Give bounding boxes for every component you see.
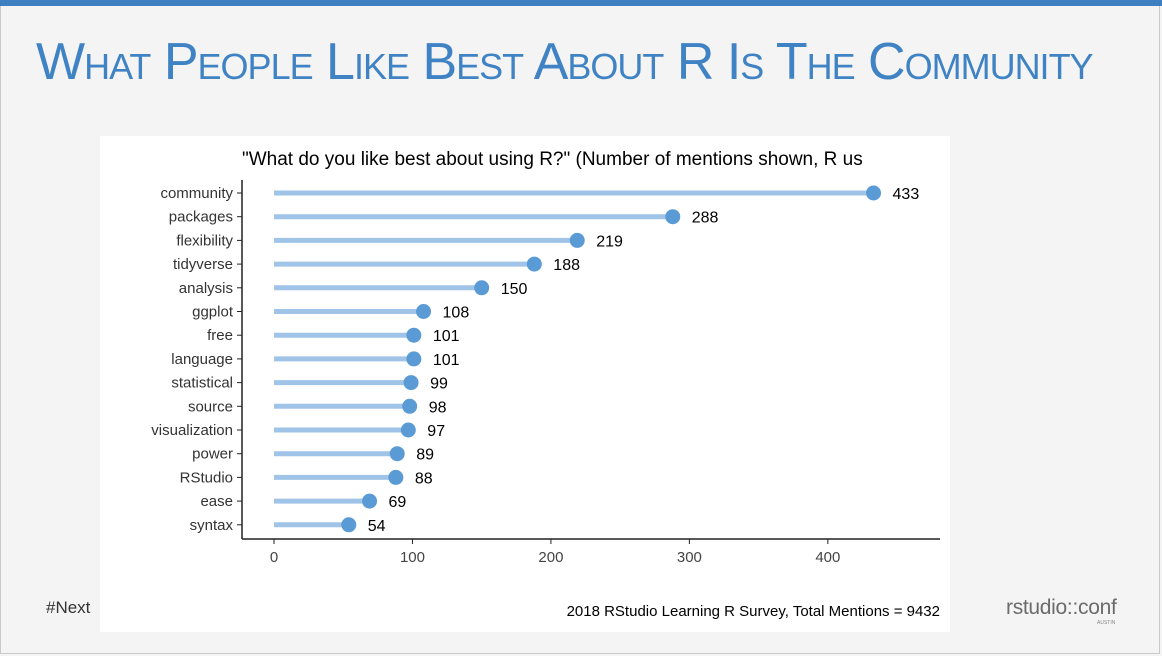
lollipop-dot [362, 493, 378, 509]
category-label: analysis [179, 280, 233, 297]
top-accent-rule [0, 0, 1162, 6]
lollipop-chart: "What do you like best about using R?" (… [151, 149, 940, 620]
lollipop-dot [341, 517, 357, 533]
category-label: ggplot [192, 304, 234, 321]
value-label: 54 [368, 518, 386, 535]
value-label: 89 [416, 447, 434, 464]
chart-panel: "What do you like best about using R?" (… [100, 136, 950, 632]
lollipop-dot [402, 398, 418, 414]
lollipop-dot [406, 327, 422, 343]
category-label: free [207, 327, 233, 344]
lollipop-dot [569, 232, 585, 248]
category-label: source [188, 398, 233, 415]
hashtag-label: #Next [46, 598, 91, 617]
chart-caption: 2018 RStudio Learning R Survey, Total Me… [567, 603, 940, 620]
value-label: 101 [433, 328, 460, 345]
plot-area: 0 100 200 300 400 community 433 packages 288 flex… [151, 180, 940, 566]
category-label: statistical [171, 375, 233, 392]
value-label: 88 [415, 470, 433, 487]
lollipop-dot [389, 446, 405, 462]
category-label: flexibility [176, 232, 233, 249]
x-tick-label: 100 [400, 549, 425, 566]
x-tick-label: 300 [677, 549, 702, 566]
slide-title: What People Like Best About R Is The Com… [36, 33, 1094, 91]
value-label: 433 [893, 186, 920, 203]
lollipop-dot [474, 280, 490, 296]
value-label: 98 [429, 399, 447, 416]
x-tick-label: 200 [538, 549, 563, 566]
brand-logo: rstudio::conf [1006, 596, 1117, 619]
category-label: syntax [190, 517, 234, 534]
brand-logo-subtext: AUSTIN [1097, 620, 1116, 626]
lollipop-dot [400, 422, 416, 438]
slide-frame [0, 6, 1160, 654]
lollipop-dot [416, 304, 432, 319]
lollipop-dot [403, 375, 419, 391]
lollipop-dot [388, 469, 404, 485]
category-label: ease [200, 493, 233, 510]
x-tick-label: 400 [815, 549, 840, 566]
lollipop-dot [866, 185, 882, 201]
lollipop-dot [406, 351, 422, 367]
category-label: packages [169, 209, 233, 226]
lollipop-dot [526, 256, 542, 272]
x-tick-label: 0 [270, 549, 278, 566]
value-label: 97 [427, 423, 445, 440]
value-label: 150 [501, 281, 528, 298]
value-label: 99 [430, 376, 448, 393]
value-label: 101 [433, 352, 460, 369]
value-label: 69 [389, 494, 407, 511]
lollipop-dot [665, 209, 681, 225]
category-label: visualization [151, 422, 233, 439]
value-label: 219 [596, 233, 623, 250]
category-label: community [160, 185, 233, 202]
category-label: language [171, 351, 233, 368]
category-label: RStudio [180, 469, 233, 486]
value-label: 108 [443, 305, 470, 322]
chart-title: "What do you like best about using R?" (… [242, 149, 863, 170]
value-label: 188 [553, 257, 580, 274]
category-label: power [192, 446, 233, 463]
category-label: tidyverse [173, 256, 233, 273]
value-label: 288 [692, 210, 719, 227]
